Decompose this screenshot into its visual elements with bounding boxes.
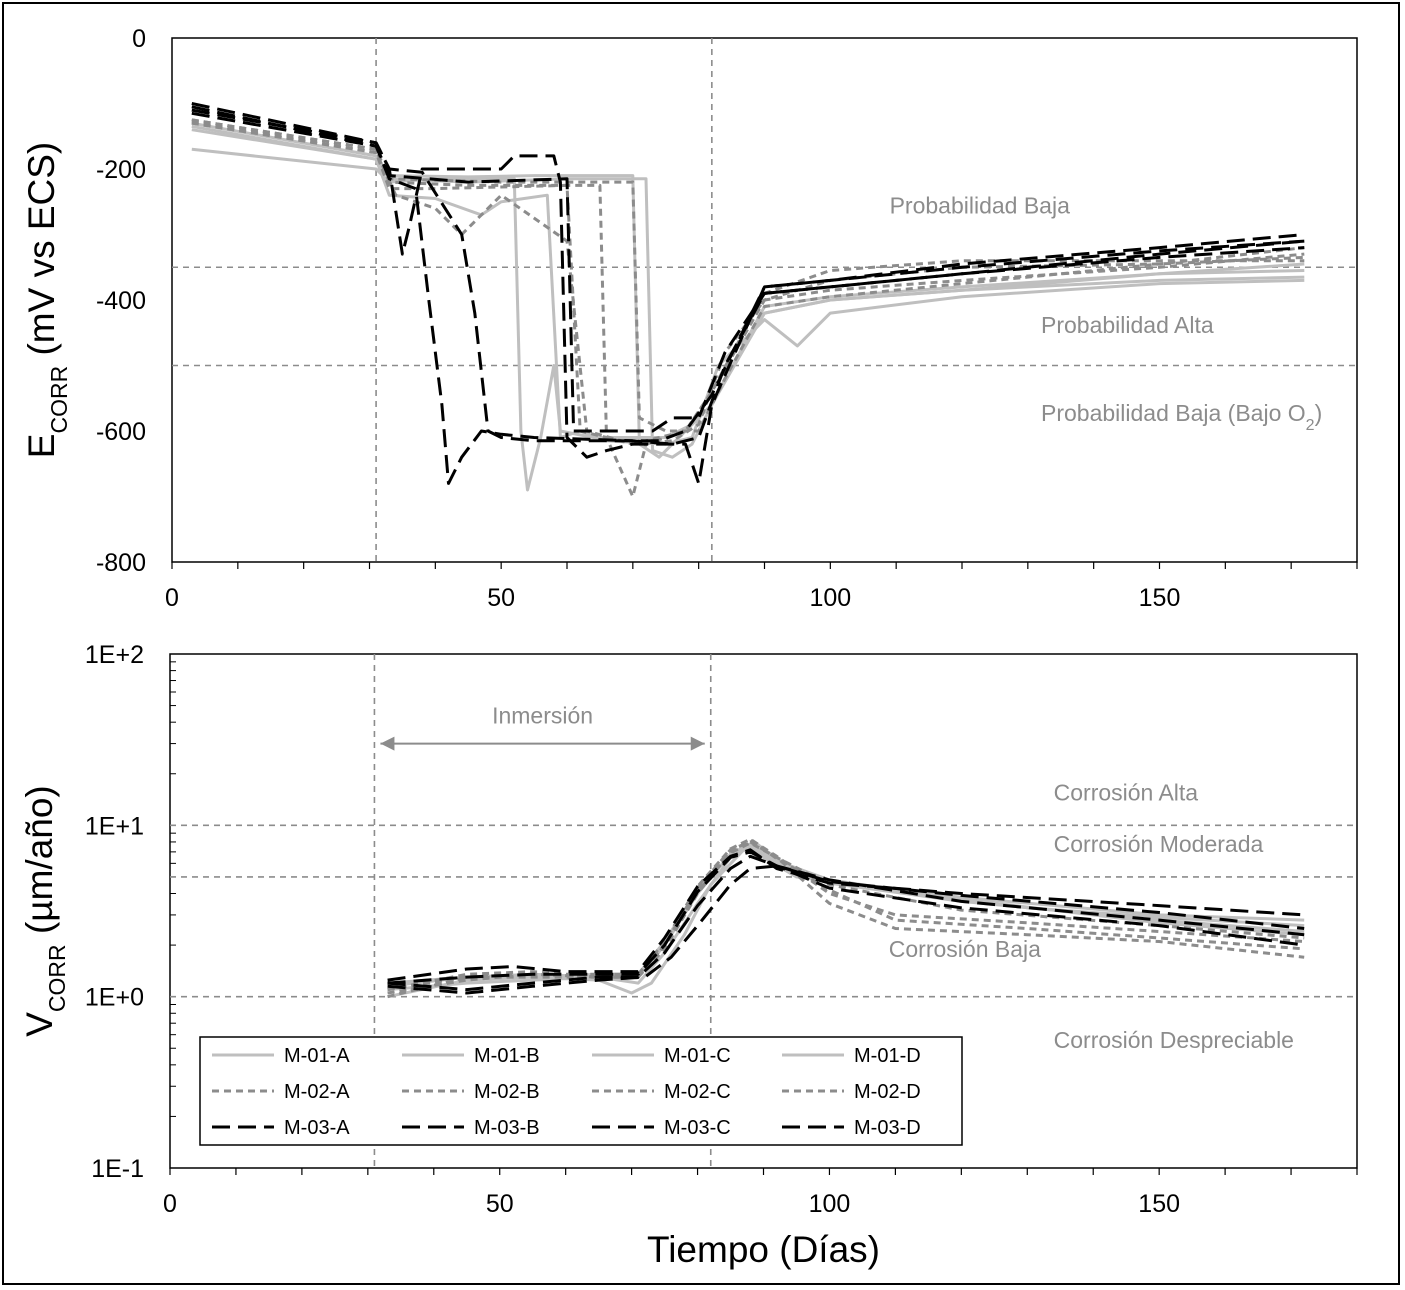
zone-label: Corrosión Baja — [889, 936, 1041, 962]
legend: M-01-A M-01-B M-01-C M-01-D M-02-A M-02-B M-02… — [199, 1036, 963, 1146]
series-line-M-01-D — [387, 842, 1305, 985]
zone-label: Corrosión Moderada — [1054, 831, 1264, 857]
series-line-M-03-B — [191, 105, 1305, 485]
zone-label: Probabilidad Alta — [1041, 312, 1214, 338]
inmersion-label: Inmersión — [492, 703, 593, 729]
panel-1: 0 50 100 150 0 -200 -400 -600 -800 Probabilidad B… — [21, 25, 1358, 612]
x-tick-label: 100 — [809, 584, 851, 612]
x-axis-title: Tiempo (Días) — [647, 1229, 880, 1270]
arrow-head-right — [690, 736, 705, 751]
series-line-M-03-D — [387, 850, 1305, 985]
legend-label: M-01-B — [474, 1045, 540, 1067]
legend-label: M-01-D — [854, 1045, 921, 1067]
legend-label: M-03-A — [284, 1117, 350, 1139]
zone-label: Probabilidad Baja — [890, 193, 1071, 219]
legend-label: M-03-C — [664, 1117, 731, 1139]
legend-label: M-02-B — [474, 1081, 540, 1103]
legend-label: M-02-C — [664, 1081, 731, 1103]
series-line-M-03-C — [387, 864, 1305, 995]
series-line-M-01-B — [191, 128, 1305, 446]
y-tick-label: 1E+0 — [85, 984, 144, 1012]
legend-label: M-01-A — [284, 1045, 350, 1067]
series-line-M-02-D — [387, 841, 1305, 992]
y-tick-label: -200 — [96, 156, 146, 184]
x-tick-label: 50 — [486, 1190, 514, 1218]
y-axis-title: VCORR (µm/año) — [19, 785, 70, 1037]
x-tick-label: 50 — [487, 584, 515, 612]
x-tick-label: 100 — [809, 1190, 851, 1218]
zone-label: Corrosión Alta — [1054, 779, 1199, 805]
y-tick-label: -400 — [96, 287, 146, 315]
zone-label: Corrosión Despreciable — [1054, 1027, 1294, 1053]
legend-label: M-02-A — [284, 1081, 350, 1103]
series-line-M-03-C — [191, 102, 1305, 485]
legend-label: M-02-D — [854, 1081, 921, 1103]
legend-label: M-03-D — [854, 1117, 921, 1139]
legend-label: M-01-C — [664, 1045, 731, 1067]
arrow-head-left — [380, 736, 395, 751]
y-tick-label: 0 — [132, 25, 146, 53]
y-axis-title: ECORR (mV vs ECS) — [21, 142, 72, 458]
legend-label: M-03-B — [474, 1117, 540, 1139]
series-line-M-02-A — [191, 121, 1305, 498]
y-tick-label: 1E+2 — [85, 641, 144, 669]
series-line-M-03-D — [191, 111, 1305, 433]
x-tick-label: 0 — [163, 1190, 177, 1218]
series-line-M-01-C — [191, 121, 1305, 459]
x-tick-label: 150 — [1139, 584, 1181, 612]
y-tick-label: -800 — [96, 549, 146, 577]
x-tick-label: 0 — [165, 584, 179, 612]
y-tick-label: 1E+1 — [85, 812, 144, 840]
series-line-M-03-B — [387, 854, 1305, 992]
zone-label: Probabilidad Baja (Bajo O2) — [1041, 400, 1322, 434]
y-tick-label: -600 — [96, 418, 146, 446]
x-tick-label: 150 — [1138, 1190, 1180, 1218]
series-line-M-03-A — [387, 848, 1305, 982]
y-tick-label: 1E-1 — [91, 1155, 144, 1183]
panel-2: 0 50 100 150 1E+2 1E+1 1E+0 1E-1 Corrosión Alta C… — [19, 641, 1358, 1270]
